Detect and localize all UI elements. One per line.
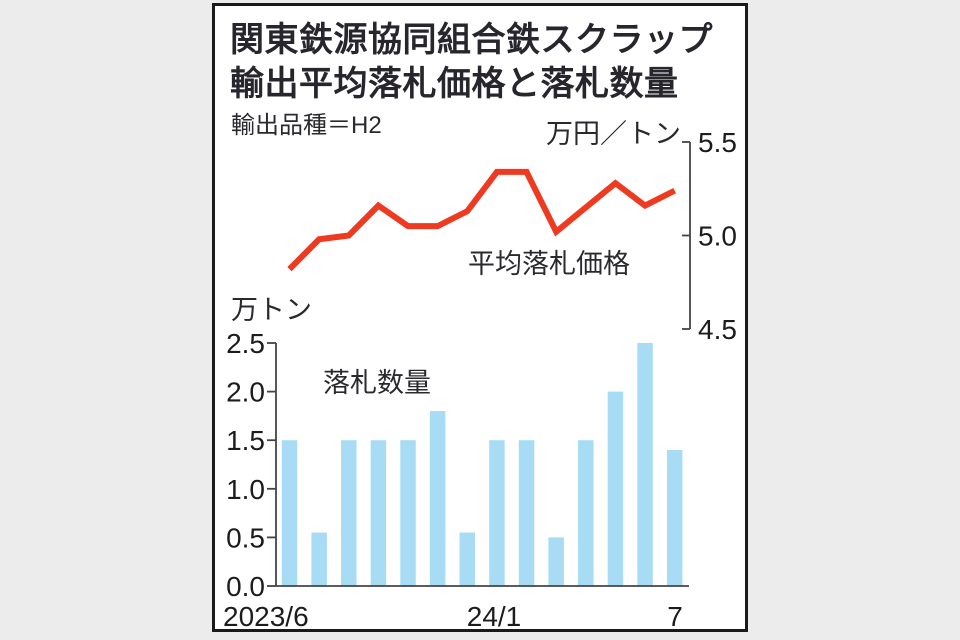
price-axis-tick-label: 4.5 bbox=[698, 314, 737, 345]
quantity-series-label: 落札数量 bbox=[323, 368, 431, 398]
quantity-axis-tick-label: 1.5 bbox=[226, 425, 265, 456]
quantity-axis-tick-label: 1.0 bbox=[226, 474, 265, 505]
quantity-bar bbox=[370, 440, 387, 586]
quantity-bar bbox=[578, 440, 594, 586]
combo-chart: 2.5 2.0 1.5 1.0 0.5 0.0 5.5 5.0 4.5 2023/6 24/1 7 bbox=[223, 127, 737, 632]
quantity-bar bbox=[459, 532, 476, 586]
quantity-bar bbox=[489, 440, 505, 586]
quantity-bar bbox=[281, 440, 298, 586]
x-axis-label: 2023/6 bbox=[223, 601, 309, 632]
quantity-bar bbox=[637, 343, 653, 586]
chart-title-line2: 輸出平均落札価格と落札数量 bbox=[230, 65, 679, 103]
quantity-bar bbox=[548, 537, 564, 586]
quantity-bar bbox=[311, 532, 327, 586]
quantity-bar bbox=[666, 449, 683, 586]
price-axis-tick-label: 5.5 bbox=[698, 127, 737, 158]
x-axis-label: 24/1 bbox=[467, 601, 522, 632]
price-line bbox=[287, 168, 677, 272]
chart-subtitle: 輸出品種＝H2 bbox=[231, 112, 382, 139]
quantity-axis-tick-label: 2.5 bbox=[226, 328, 265, 359]
quantity-axis-tick-label: 0.0 bbox=[226, 571, 265, 602]
quantity-bar bbox=[518, 440, 535, 586]
quantity-axis-tick-label: 2.0 bbox=[226, 377, 265, 408]
quantity-bar bbox=[400, 440, 416, 586]
chart-title: 関東鉄源協同組合鉄スクラップ 輸出平均落札価格と落札数量 bbox=[230, 18, 713, 106]
chart-title-line1: 関東鉄源協同組合鉄スクラップ bbox=[230, 21, 713, 59]
quantity-bar bbox=[429, 411, 446, 586]
quantity-axis-tick-label: 0.5 bbox=[226, 522, 265, 553]
price-series-label: 平均落札価格 bbox=[468, 249, 630, 279]
price-axis-tick-label: 5.0 bbox=[698, 221, 737, 252]
price-axis-unit-label: 万円／トン bbox=[546, 119, 681, 149]
quantity-axis-unit-label: 万トン bbox=[231, 295, 312, 325]
x-axis-label: 7 bbox=[667, 601, 683, 632]
quantity-bar bbox=[341, 440, 357, 586]
chart-card: 関東鉄源協同組合鉄スクラップ 輸出平均落札価格と落札数量 輸出品種＝H2 万円／… bbox=[212, 3, 748, 632]
quantity-bar bbox=[607, 391, 624, 586]
